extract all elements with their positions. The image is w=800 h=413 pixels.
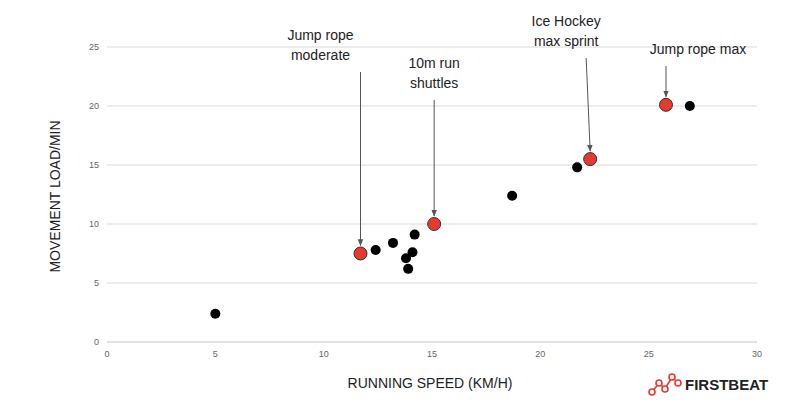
grid-line [107, 342, 757, 343]
point [354, 247, 367, 260]
chart: 0 5 10 15 20 25 0 5 10 15 20 25 30 RUNNING SPEED (KM/… [0, 0, 800, 413]
y-tick-label: 10 [89, 219, 99, 229]
y-tick-label: 15 [89, 160, 99, 170]
annotation: Ice Hockey max sprint [532, 13, 601, 49]
point [572, 162, 582, 172]
logo-icon-node [649, 389, 655, 395]
point [401, 253, 411, 263]
x-tick-label: 20 [535, 349, 545, 359]
y-tick-label: 0 [94, 337, 99, 347]
y-tick-label: 25 [89, 42, 99, 52]
y-axis-title: MOVEMENT LOAD/MIN [47, 120, 63, 272]
annotation-arrow [360, 72, 361, 246]
annotation-line: Ice Hockey [532, 13, 601, 29]
annotation-line: max sprint [534, 33, 599, 49]
annotation-line: shuttles [410, 75, 458, 91]
annotation: Jump rope max [650, 41, 746, 57]
logo: FIRSTBEAT [649, 374, 768, 395]
point [685, 101, 695, 111]
point [210, 309, 220, 319]
annotation: 10m run shuttles [408, 55, 459, 91]
logo-text: FIRSTBEAT [685, 376, 768, 393]
x-tick-label: 30 [752, 349, 762, 359]
annotation-line: Jump rope max [650, 41, 746, 57]
point [403, 264, 413, 274]
annotation-arrow [586, 58, 590, 151]
annotation: Jump rope moderate [287, 27, 353, 63]
x-tick-label: 25 [644, 349, 654, 359]
x-tick-label: 10 [319, 349, 329, 359]
point [388, 238, 398, 248]
annotation-line: moderate [291, 47, 350, 63]
logo-icon-node [675, 380, 681, 386]
y-tick-label: 20 [89, 101, 99, 111]
annotation-arrow [434, 100, 435, 216]
annotation-line: Jump rope [287, 27, 353, 43]
x-axis-title: RUNNING SPEED (KM/H) [348, 375, 513, 391]
point [507, 191, 517, 201]
x-axis-line [107, 342, 757, 343]
annotation-line: 10m run [408, 55, 459, 71]
point [660, 98, 673, 111]
point [428, 218, 441, 231]
point [584, 153, 597, 166]
logo-icon-node [669, 374, 675, 380]
point [410, 230, 420, 240]
annotation-arrow [666, 66, 667, 97]
grid-line [107, 165, 757, 166]
point [371, 245, 381, 255]
x-tick-label: 0 [104, 349, 109, 359]
x-tick-label: 5 [213, 349, 218, 359]
logo-icon-node [662, 386, 668, 392]
points [210, 98, 695, 318]
y-tick-label: 5 [94, 278, 99, 288]
logo-icon-node [656, 380, 662, 386]
grid-line [107, 283, 757, 284]
x-tick-label: 15 [427, 349, 437, 359]
